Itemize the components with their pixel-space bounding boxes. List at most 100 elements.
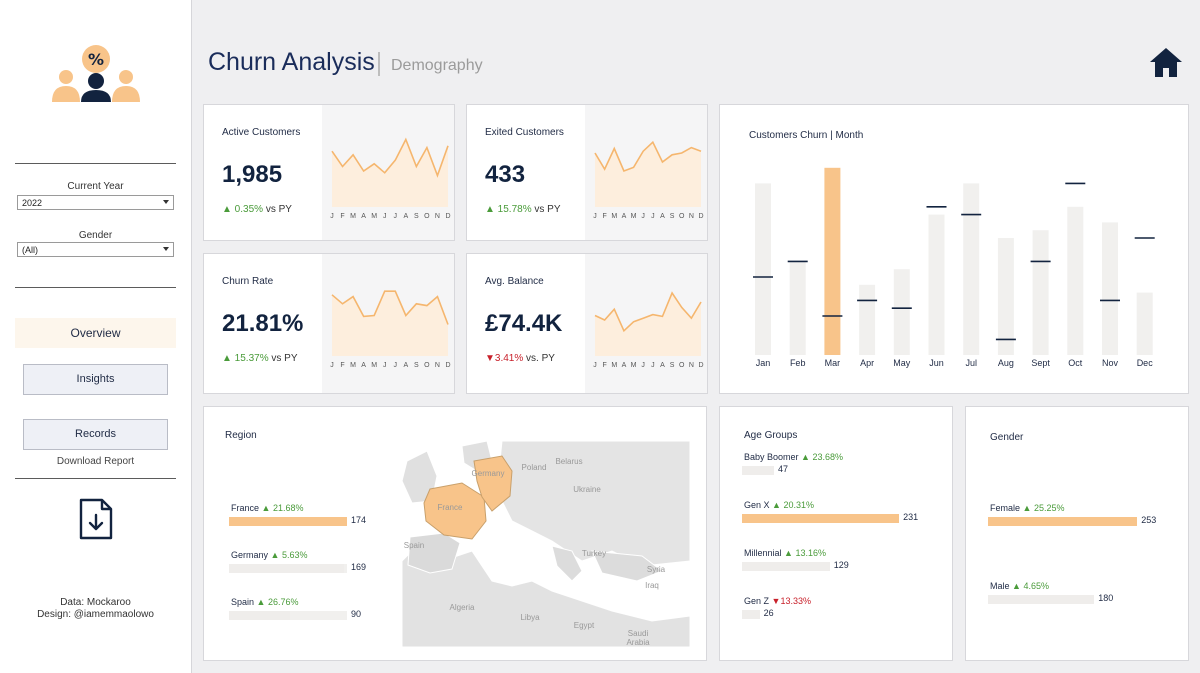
sparkline-month-label: A — [622, 213, 627, 220]
map-country-label: Iraq — [645, 581, 659, 590]
bar-label: Gen X ▲ 20.31% — [744, 500, 814, 510]
sidebar-divider — [15, 287, 176, 288]
month-tick-label: May — [893, 358, 911, 368]
month-bar[interactable] — [1136, 292, 1153, 355]
file-download-icon[interactable] — [78, 497, 114, 541]
month-bar[interactable] — [824, 167, 841, 355]
sparkline-month-label: O — [679, 362, 685, 369]
sparkline-month-label: M — [371, 362, 377, 369]
year-select[interactable]: 2022 — [17, 195, 174, 210]
sparkline-line — [331, 290, 449, 325]
kpi-delta: ▲ 0.35% vs PY — [222, 204, 292, 215]
sparkline-month-label: J — [330, 213, 334, 220]
bar-fill — [229, 517, 348, 526]
month-bar[interactable] — [789, 261, 806, 355]
gender-select-value: (All) — [22, 245, 38, 255]
monthly-churn-card: Customers Churn | Month Jan Feb Mar Apr May J… — [719, 104, 1189, 394]
sparkline-month-label: N — [435, 213, 440, 220]
bar-value: 231 — [903, 512, 919, 522]
sparkline-month-label: J — [641, 362, 645, 369]
map-country-label: Germany — [471, 469, 505, 478]
sparkline-month-label: J — [383, 362, 387, 369]
bar-delta: ▲ 20.31% — [772, 500, 814, 510]
gender-title: Gender — [990, 432, 1024, 443]
sparkline-area — [332, 139, 448, 207]
bar-value: 47 — [777, 464, 788, 474]
europe-map[interactable]: Belarus Poland Germany Ukraine France Spain Tu… — [401, 440, 691, 648]
sidebar: % Current Year 2022 Gender (All) Overvie… — [0, 0, 192, 673]
bar-delta: ▼13.33% — [771, 596, 811, 606]
sparkline-month-label: J — [383, 213, 387, 220]
home-icon[interactable] — [1149, 46, 1183, 78]
monthly-churn-chart: Jan Feb Mar Apr May Jun Jul Aug Sept Oct Nov Dec — [753, 167, 1155, 368]
bar-label: Gen Z ▼13.33% — [744, 596, 811, 606]
age-groups-title: Age Groups — [744, 430, 798, 441]
page-title: Churn Analysis — [208, 48, 375, 76]
sparkline-month-label: J — [593, 362, 597, 369]
bar-value: 169 — [351, 562, 367, 572]
bar-name: Germany — [231, 550, 269, 560]
month-bar[interactable] — [997, 238, 1014, 355]
month-bar[interactable] — [1067, 206, 1084, 355]
month-tick-label: Apr — [860, 358, 874, 368]
kpi-label: Avg. Balance — [485, 276, 544, 287]
sparkline-month-label: A — [403, 213, 408, 220]
age-groups-card: Age Groups Baby Boomer ▲ 23.68% 47 Gen X ▲… — [719, 406, 953, 661]
kpi-value: 433 — [485, 161, 526, 188]
kpi-label: Churn Rate — [222, 276, 274, 287]
month-tick-label: Aug — [998, 358, 1014, 368]
map-country-label: Egypt — [573, 621, 595, 630]
credits-data: Data: Mockaroo — [60, 597, 131, 608]
map-country-label: Poland — [521, 463, 547, 472]
filter-gender-label: Gender — [78, 230, 113, 241]
svg-text:%: % — [88, 50, 104, 69]
sparkline-month-label: F — [340, 362, 344, 369]
year-select-value: 2022 — [22, 198, 43, 208]
bar-label: Male ▲ 4.65% — [990, 581, 1049, 591]
gender-select[interactable]: (All) — [17, 242, 174, 257]
sparkline-month-label: M — [631, 213, 637, 220]
sparkline-month-label: S — [414, 213, 419, 220]
map-country-label: France — [437, 503, 463, 512]
nav-overview[interactable]: Overview — [15, 318, 176, 348]
kpi-value: 21.81% — [222, 310, 304, 337]
insights-button[interactable]: Insights — [23, 364, 168, 395]
bar-name: Gen X — [744, 500, 770, 510]
kpi-delta: ▼3.41% vs. PY — [485, 353, 555, 364]
bar-delta: ▲ 5.63% — [270, 550, 308, 560]
map-country-label: Spain — [403, 541, 425, 550]
sparkline-month-label: M — [611, 362, 617, 369]
bar-label: Baby Boomer ▲ 23.68% — [744, 452, 843, 462]
month-bar[interactable] — [1032, 230, 1049, 355]
month-bar[interactable] — [1102, 222, 1118, 355]
filter-year-label: Current Year — [67, 181, 124, 192]
bar-fill — [742, 610, 760, 619]
map-country-label: Syria — [646, 565, 666, 574]
map-shapes — [401, 440, 691, 648]
download-report-link[interactable]: Download Report — [56, 456, 135, 467]
bar-fill — [742, 514, 900, 523]
records-button[interactable]: Records — [23, 419, 168, 450]
month-tick-label: Feb — [790, 358, 806, 368]
bar-fill — [988, 595, 1095, 604]
month-bar[interactable] — [755, 183, 771, 355]
month-bar[interactable] — [893, 269, 910, 355]
month-bar[interactable] — [859, 284, 876, 355]
bar-name: Baby Boomer — [744, 452, 799, 462]
chevron-down-icon — [163, 247, 169, 251]
sparkline-month-label: M — [631, 362, 637, 369]
bar-value: 129 — [833, 560, 849, 570]
bar-label: Germany ▲ 5.63% — [231, 550, 307, 560]
month-tick-label: Jul — [965, 358, 977, 368]
month-bar[interactable] — [963, 183, 980, 355]
sparkline-month-label: D — [445, 213, 450, 220]
month-bar[interactable] — [928, 214, 945, 355]
map-country-label: Algeria — [449, 603, 475, 612]
sparkline-month-label: J — [394, 213, 398, 220]
